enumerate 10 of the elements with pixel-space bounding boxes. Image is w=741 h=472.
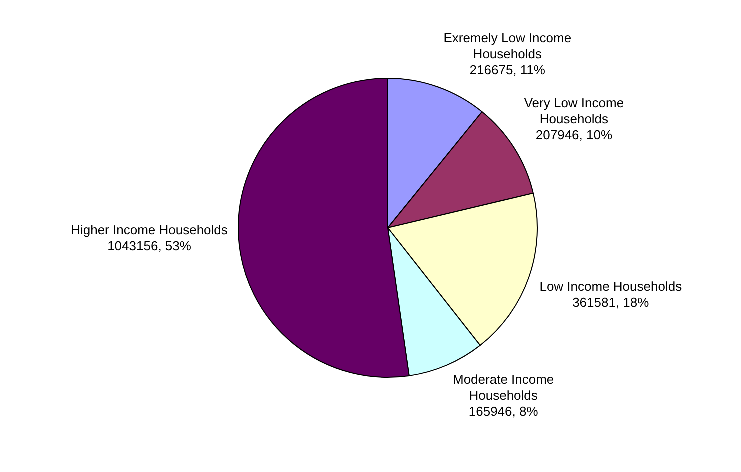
slice-label: Very Low Income Households — [524, 95, 624, 126]
slice-label: Low Income Households — [540, 278, 683, 294]
data-label: 1043156, 53% — [108, 238, 192, 254]
data-label: 361581, 18% — [572, 294, 650, 310]
slice-label: Moderate Income Households — [452, 372, 554, 403]
data-label: 207946, 10% — [536, 127, 613, 142]
data-label: 165946, 8% — [468, 404, 539, 419]
slice-label: Exremely Low Income Households — [444, 30, 572, 62]
slice-label: Higher Income Households — [71, 222, 228, 238]
data-label: 216675, 11% — [470, 62, 546, 78]
